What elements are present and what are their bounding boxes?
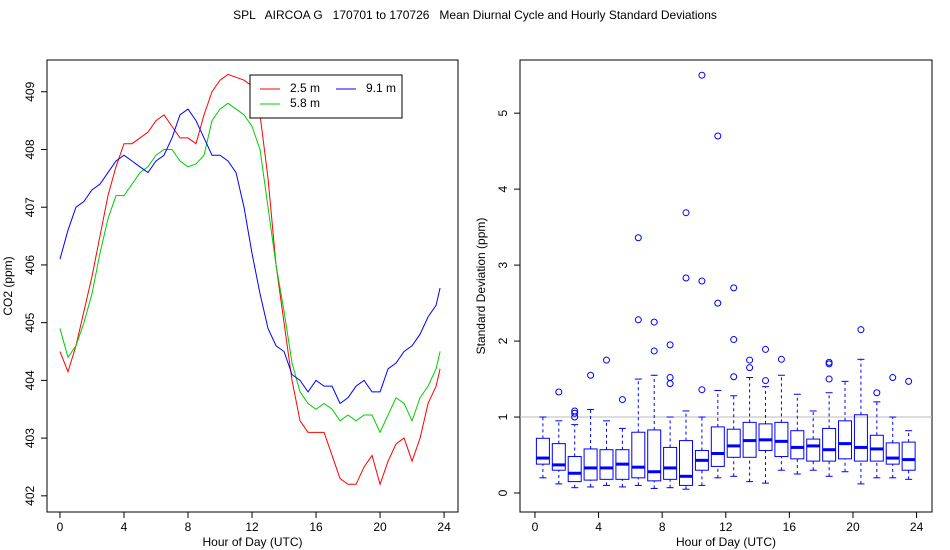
box <box>726 428 741 458</box>
outlier <box>698 386 706 394</box>
box <box>838 420 853 460</box>
outlier <box>650 318 658 326</box>
y-tick-label: 408 <box>23 139 37 159</box>
box <box>583 448 598 481</box>
x-tick-label: 20 <box>846 520 860 534</box>
outlier <box>666 341 674 349</box>
outlier <box>603 356 611 364</box>
outlier <box>825 375 833 383</box>
outlier <box>762 345 770 353</box>
outlier <box>682 209 690 217</box>
outlier <box>905 377 913 385</box>
outlier <box>762 377 770 385</box>
box <box>758 423 773 451</box>
outlier <box>714 299 722 307</box>
box <box>774 421 789 458</box>
y-tick-label: 1 <box>496 413 510 420</box>
outlier <box>857 326 865 334</box>
outlier <box>714 132 722 140</box>
box <box>679 440 694 486</box>
outlier <box>730 284 738 292</box>
outlier <box>825 358 833 366</box>
box <box>822 427 837 462</box>
outlier <box>889 374 897 382</box>
y-tick-label: 406 <box>23 255 37 275</box>
legend-box <box>249 74 403 119</box>
box <box>535 437 550 465</box>
outlier <box>682 274 690 282</box>
y-tick-label: 4 <box>496 185 510 192</box>
outlier <box>587 371 595 379</box>
box <box>647 429 662 482</box>
outlier <box>698 277 706 285</box>
box <box>551 443 566 471</box>
x-tick-label: 20 <box>373 520 387 534</box>
box <box>599 449 614 480</box>
box <box>567 456 582 483</box>
outlier <box>634 234 642 242</box>
outlier <box>650 347 658 355</box>
x-axis-title: Hour of Day (UTC) <box>676 535 776 549</box>
y-tick-label: 403 <box>23 428 37 448</box>
x-tick-label: 16 <box>309 520 323 534</box>
x-tick-label: 0 <box>532 520 539 534</box>
data-line <box>59 102 441 434</box>
y-tick-label: 3 <box>496 261 510 268</box>
box <box>853 414 868 462</box>
outlier <box>698 71 706 79</box>
y-tick-label: 409 <box>23 81 37 101</box>
y-axis-title: Standard Deviation (ppm) <box>474 218 488 355</box>
outlier <box>730 336 738 344</box>
x-tick-label: 4 <box>121 520 128 534</box>
x-tick-label: 4 <box>595 520 602 534</box>
y-tick-label: 405 <box>23 312 37 332</box>
x-axis-title: Hour of Day (UTC) <box>202 535 302 549</box>
box <box>790 430 805 460</box>
y-tick-label: 407 <box>23 197 37 217</box>
data-line <box>59 108 441 405</box>
outlier <box>746 364 754 372</box>
y-tick-label: 5 <box>496 110 510 117</box>
outlier <box>571 407 579 415</box>
outlier <box>746 356 754 364</box>
x-tick-label: 24 <box>437 520 451 534</box>
x-tick-label: 12 <box>719 520 733 534</box>
y-tick-label: 404 <box>23 370 37 390</box>
y-tick-label: 402 <box>23 486 37 506</box>
outlier <box>873 389 881 397</box>
outlier <box>571 409 579 417</box>
y-axis-title: CO2 (ppm) <box>1 256 15 315</box>
box <box>901 441 916 471</box>
x-tick-label: 0 <box>57 520 64 534</box>
y-tick-label: 0 <box>496 489 510 496</box>
outlier <box>618 396 626 404</box>
outlier <box>634 316 642 324</box>
y-tick-label: 2 <box>496 337 510 344</box>
page-title: SPL AIRCOA G 170701 to 170726 Mean Diurn… <box>233 8 717 22</box>
box <box>806 438 821 462</box>
box <box>710 426 725 467</box>
x-tick-label: 24 <box>910 520 924 534</box>
outlier <box>666 374 674 382</box>
box <box>631 431 646 479</box>
legend-label: 2.5 m <box>290 81 320 95</box>
outlier <box>777 355 785 363</box>
outlier <box>730 373 738 381</box>
outlier <box>555 388 563 396</box>
x-tick-label: 12 <box>245 520 259 534</box>
legend-label: 5.8 m <box>290 96 320 110</box>
x-tick-label: 8 <box>659 520 666 534</box>
x-tick-label: 8 <box>185 520 192 534</box>
box <box>663 446 678 480</box>
x-tick-label: 16 <box>783 520 797 534</box>
legend-label: 9.1 m <box>366 81 396 95</box>
box <box>885 442 900 465</box>
